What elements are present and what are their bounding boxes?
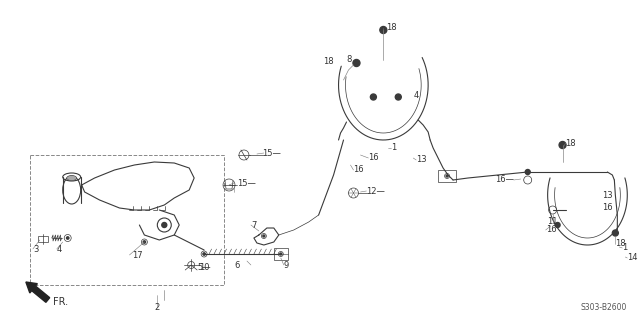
Text: 5—: 5— (197, 263, 211, 272)
Ellipse shape (67, 175, 77, 181)
Text: 16—: 16— (495, 175, 514, 184)
Circle shape (446, 175, 448, 177)
FancyArrow shape (26, 282, 50, 302)
Text: 15—: 15— (262, 149, 281, 158)
Circle shape (555, 222, 560, 227)
Circle shape (143, 241, 145, 243)
Text: 15—: 15— (237, 179, 256, 188)
Circle shape (525, 169, 530, 174)
Text: 16: 16 (602, 204, 613, 212)
Text: 16: 16 (546, 226, 556, 234)
Text: 14: 14 (627, 254, 638, 263)
Circle shape (280, 253, 282, 255)
Text: 4: 4 (57, 246, 62, 255)
Text: 13: 13 (602, 190, 613, 199)
Text: 18: 18 (387, 24, 397, 33)
Text: 17: 17 (132, 250, 143, 259)
Text: 16: 16 (369, 153, 379, 162)
Text: 4: 4 (413, 91, 419, 100)
Text: 18: 18 (615, 240, 626, 249)
Text: 9: 9 (284, 261, 289, 270)
Text: 7: 7 (251, 220, 256, 229)
Text: 11: 11 (547, 218, 558, 226)
Circle shape (203, 253, 205, 255)
Text: 18: 18 (566, 138, 576, 147)
Circle shape (371, 94, 376, 100)
Circle shape (559, 142, 566, 149)
Circle shape (396, 94, 401, 100)
Text: 2: 2 (155, 303, 160, 313)
Text: FR.: FR. (52, 297, 68, 307)
Text: 3: 3 (33, 246, 38, 255)
Text: 12—: 12— (367, 187, 385, 196)
Text: 18: 18 (323, 57, 333, 66)
Circle shape (380, 26, 387, 33)
Bar (30, 155, 224, 285)
Text: S303-B2600: S303-B2600 (581, 303, 627, 312)
Text: 1: 1 (622, 243, 628, 253)
Text: 1: 1 (391, 144, 397, 152)
Circle shape (353, 60, 360, 66)
Circle shape (612, 230, 618, 236)
Text: 16: 16 (353, 166, 364, 174)
Bar (38, 236, 48, 242)
Bar (274, 248, 288, 260)
Text: 10: 10 (199, 263, 210, 272)
Bar (438, 170, 456, 182)
Circle shape (263, 235, 265, 237)
Circle shape (162, 222, 167, 227)
Text: 13: 13 (416, 155, 427, 165)
Circle shape (67, 237, 69, 239)
Text: 6: 6 (234, 261, 239, 270)
Text: 8: 8 (346, 56, 352, 64)
